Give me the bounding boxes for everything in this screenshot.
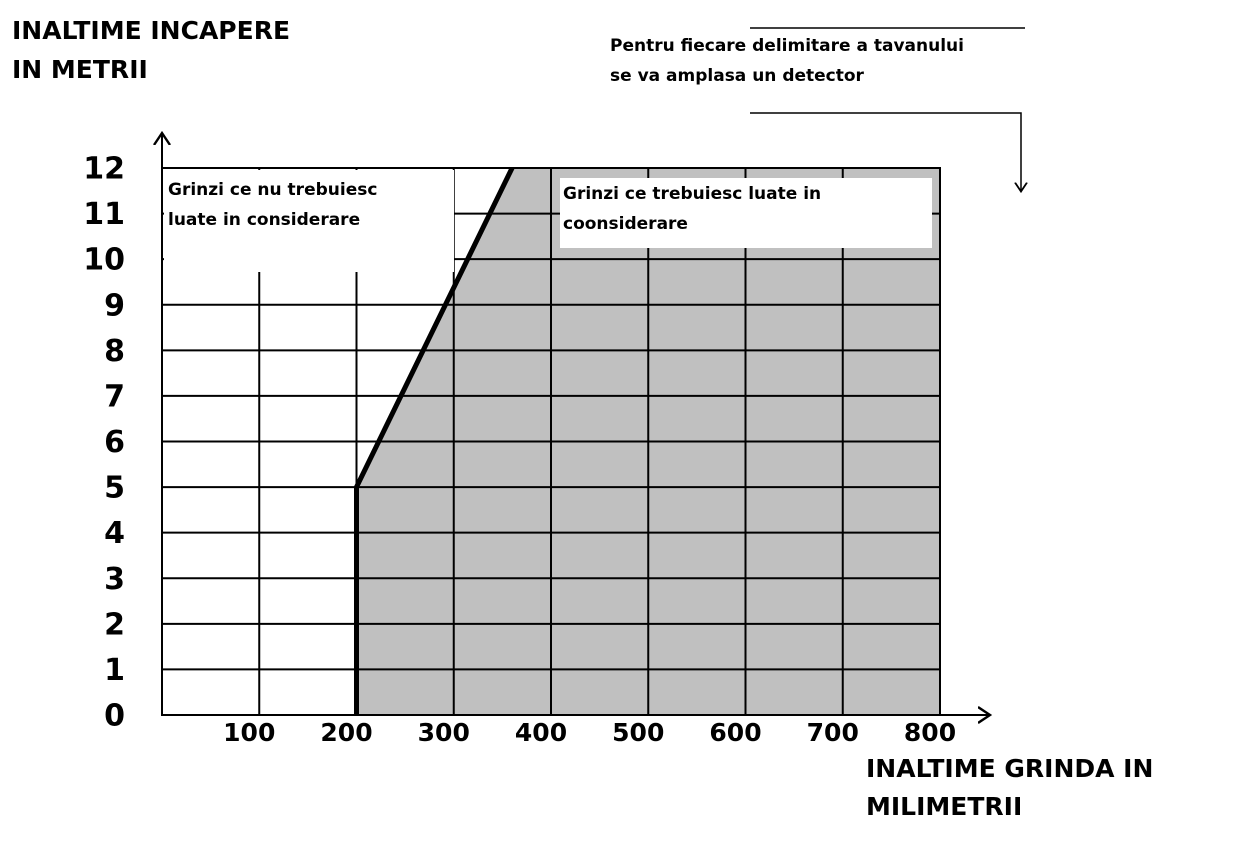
label-box <box>560 178 932 248</box>
x-tick-label: 300 <box>418 718 470 747</box>
y-tick-label: 4 <box>104 516 125 551</box>
y-tick-label: 0 <box>104 699 125 734</box>
y-tick-label: 7 <box>104 379 125 414</box>
y-tick-label: 6 <box>104 425 125 460</box>
y-tick-label: 1 <box>104 653 125 688</box>
x-tick-label: 700 <box>807 718 859 747</box>
label-box <box>164 170 454 272</box>
x-axis-title: INALTIME GRINDA IN <box>866 754 1153 783</box>
y-tick-label: 5 <box>104 471 125 506</box>
note-text: Pentru fiecare delimitare a tavanului <box>610 36 964 56</box>
x-tick-label: 400 <box>515 718 567 747</box>
y-axis-title: INALTIME INCAPERE <box>12 16 290 45</box>
y-axis-title: IN METRII <box>12 55 148 84</box>
region-label: Grinzi ce trebuiesc luate in <box>563 184 821 204</box>
y-tick-label: 8 <box>104 334 125 369</box>
boundary-line <box>354 166 515 715</box>
x-tick-label: 600 <box>709 718 761 747</box>
x-tick-label: 100 <box>223 718 275 747</box>
y-tick-label: 10 <box>83 243 125 278</box>
region-label: coonsiderare <box>563 214 688 234</box>
x-tick-label: 800 <box>904 718 956 747</box>
y-tick-label: 11 <box>83 197 125 232</box>
y-tick-label: 3 <box>104 562 125 597</box>
region-label: luate in considerare <box>168 210 360 230</box>
note-arrow <box>750 112 1021 190</box>
x-tick-label: 500 <box>612 718 664 747</box>
y-tick-label: 9 <box>104 288 125 323</box>
x-axis-title: MILIMETRII <box>866 792 1022 821</box>
y-tick-label: 2 <box>104 607 125 642</box>
x-tick-label: 200 <box>320 718 372 747</box>
y-tick-label: 12 <box>83 152 125 187</box>
region-label: Grinzi ce nu trebuiesc <box>168 180 377 200</box>
note-text: se va amplasa un detector <box>610 66 865 86</box>
